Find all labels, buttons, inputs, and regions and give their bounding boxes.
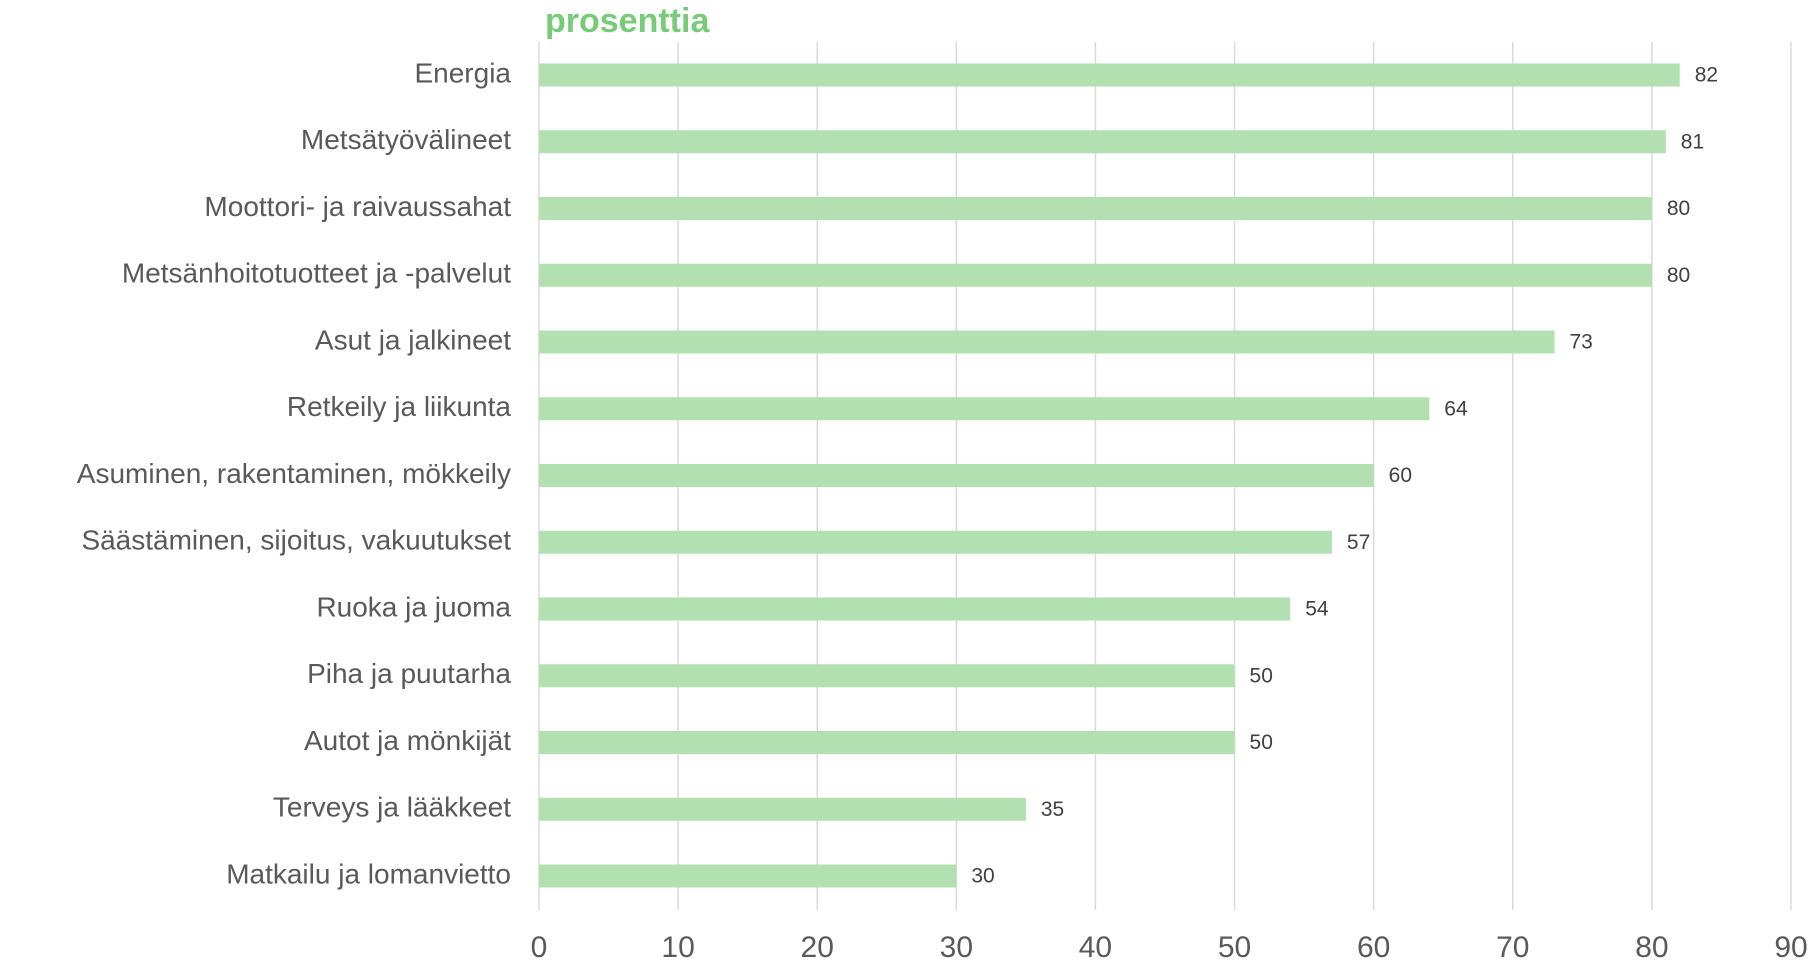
x-tick-label: 40 bbox=[1079, 931, 1112, 963]
y-tick-label: Energia bbox=[414, 57, 511, 88]
bar bbox=[539, 597, 1291, 621]
value-label: 54 bbox=[1305, 598, 1329, 621]
bar bbox=[539, 797, 1026, 821]
value-label: 81 bbox=[1681, 130, 1704, 153]
value-label: 80 bbox=[1667, 197, 1690, 220]
chart-title: prosenttia bbox=[545, 2, 710, 40]
value-label: 80 bbox=[1667, 264, 1690, 287]
y-tick-label: Säästäminen, sijoitus, vakuutukset bbox=[81, 525, 511, 556]
bar bbox=[539, 130, 1666, 154]
bar bbox=[539, 464, 1374, 487]
bar bbox=[539, 731, 1235, 754]
x-tick-label: 50 bbox=[1218, 931, 1251, 963]
bar bbox=[539, 63, 1680, 87]
x-tick-label: 20 bbox=[801, 931, 834, 963]
value-label: 60 bbox=[1389, 464, 1412, 487]
value-label: 30 bbox=[971, 865, 994, 888]
value-label: 82 bbox=[1695, 64, 1718, 87]
y-tick-label: Autot ja mönkijät bbox=[304, 725, 511, 756]
y-tick-label: Matkailu ja lomanvietto bbox=[226, 858, 511, 889]
bar bbox=[539, 197, 1652, 220]
value-label: 64 bbox=[1444, 397, 1468, 420]
x-tick-label: 60 bbox=[1357, 931, 1390, 963]
bar bbox=[539, 330, 1555, 354]
x-tick-label: 30 bbox=[940, 931, 973, 963]
value-label: 35 bbox=[1041, 798, 1064, 821]
x-tick-label: 10 bbox=[661, 931, 694, 963]
y-tick-label: Piha ja puutarha bbox=[307, 658, 511, 689]
bar bbox=[539, 263, 1652, 287]
value-label: 50 bbox=[1250, 664, 1273, 687]
y-tick-label: Terveys ja lääkkeet bbox=[273, 792, 511, 823]
x-tick-label: 90 bbox=[1774, 931, 1807, 963]
value-label: 73 bbox=[1570, 331, 1593, 354]
bar bbox=[539, 530, 1332, 554]
y-tick-label: Metsänhoitotuotteet ja -palvelut bbox=[122, 258, 511, 289]
bar bbox=[539, 397, 1430, 421]
y-tick-label: Asut ja jalkineet bbox=[315, 324, 511, 355]
y-tick-label: Ruoka ja juoma bbox=[316, 591, 511, 622]
x-tick-label: 80 bbox=[1635, 931, 1668, 963]
y-tick-label: Metsätyövälineet bbox=[301, 124, 511, 155]
x-tick-label: 0 bbox=[531, 931, 548, 963]
value-label: 57 bbox=[1347, 531, 1370, 554]
y-tick-label: Retkeily ja liikunta bbox=[287, 391, 512, 422]
y-tick-label: Moottori- ja raivaussahat bbox=[204, 191, 511, 222]
x-tick-label: 70 bbox=[1496, 931, 1529, 963]
y-tick-label: Asuminen, rakentaminen, mökkeily bbox=[77, 458, 511, 489]
bar bbox=[539, 664, 1235, 688]
bar bbox=[539, 864, 957, 888]
value-label: 50 bbox=[1250, 731, 1273, 754]
